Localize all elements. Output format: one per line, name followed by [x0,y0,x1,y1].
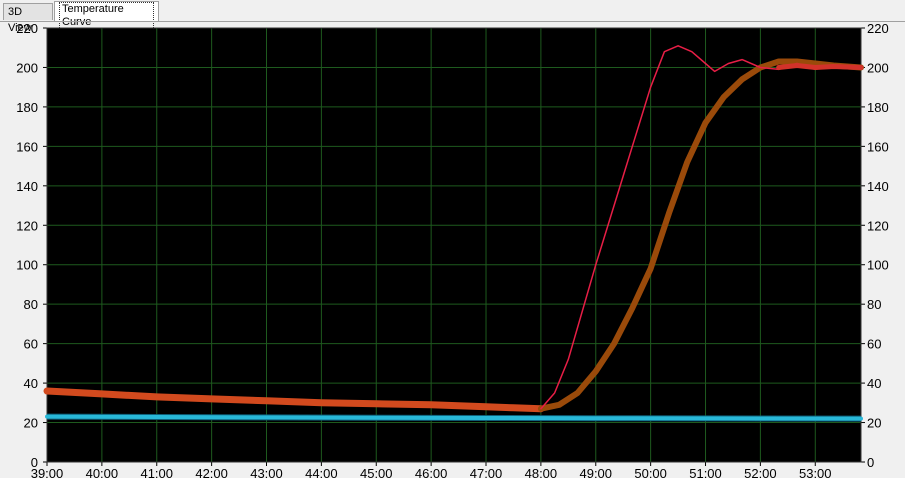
y-tick-label: 40 [24,376,38,391]
y-tick-label-right: 0 [867,455,874,470]
y-tick-label-right: 160 [867,139,889,154]
y-tick-label-right: 200 [867,60,889,75]
y-tick-label: 120 [16,218,38,233]
y-tick-label-right: 180 [867,100,889,115]
y-tick-label-right: 140 [867,179,889,194]
y-tick-label: 20 [24,416,38,431]
x-tick-label: 49:00 [579,466,612,478]
x-tick-label: 50:00 [634,466,667,478]
x-tick-label: 42:00 [195,466,228,478]
x-tick-label: 46:00 [415,466,448,478]
x-tick-label: 52:00 [744,466,777,478]
x-tick-label: 47:00 [470,466,503,478]
y-tick-label-right: 80 [867,297,881,312]
x-tick-label: 51:00 [689,466,722,478]
x-tick-label: 40:00 [86,466,119,478]
x-tick-label: 39:00 [31,466,64,478]
plot-frame [46,27,862,463]
y-tick-label: 200 [16,60,38,75]
tab-3d-view[interactable]: 3D View [3,3,53,34]
x-tick-label: 44:00 [305,466,338,478]
y-tick-label-right: 120 [867,218,889,233]
x-tick-label: 43:00 [250,466,283,478]
x-tick-label: 45:00 [360,466,393,478]
x-tick-label: 48:00 [525,466,558,478]
x-tick-label: 53:00 [799,466,832,478]
tab-3d-view-label: 3D View [8,6,32,34]
series-line [45,414,863,421]
y-tick-label: 60 [24,337,38,352]
y-tick-label: 180 [16,100,38,115]
y-tick-label-right: 60 [867,337,881,352]
y-tick-label-right: 40 [867,376,881,391]
y-tick-label-right: 20 [867,416,881,431]
plot-background [47,28,861,462]
tab-temperature-curve[interactable]: Temperature Curve [54,1,159,30]
temperature-chart: 0 20 40 60 80 100 120 140 160 180 200 220 0 20 40 60 80 1… [16,22,889,478]
series-line [537,58,864,412]
y-tick-label: 0 [31,455,38,470]
y-tick-label-right: 220 [867,22,889,36]
y-tick-label: 160 [16,139,38,154]
tab-panel [0,21,905,478]
y-tick-label-right: 100 [867,258,889,273]
y-tick-label: 140 [16,179,38,194]
series-line [776,63,864,70]
tab-strip: 3D View Temperature Curve [0,0,905,34]
x-tick-label: 41:00 [140,466,173,478]
y-tick-label: 100 [16,258,38,273]
series-line [43,387,545,413]
y-tick-label: 220 [16,22,38,36]
y-tick-label: 80 [24,297,38,312]
